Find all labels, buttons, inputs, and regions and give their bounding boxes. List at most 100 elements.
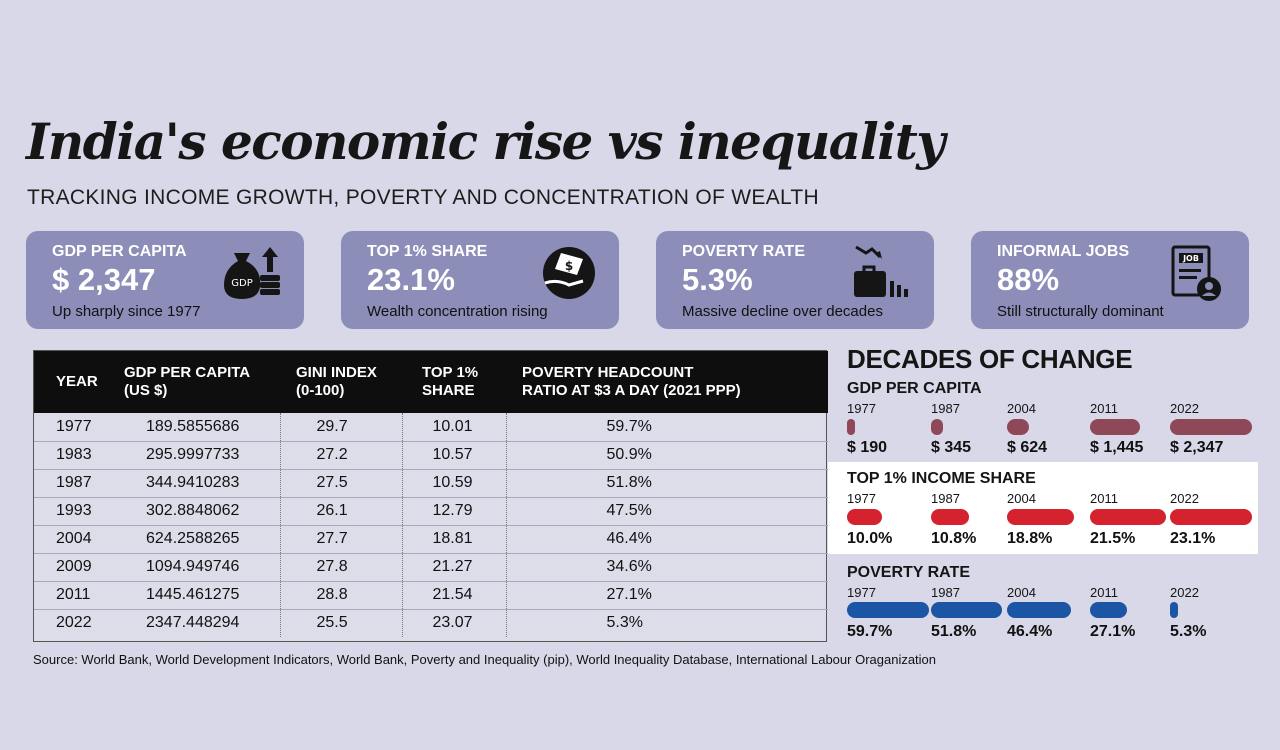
cell-top1-share: 18.81 — [402, 525, 507, 554]
cell-top1-share: 10.01 — [402, 413, 507, 442]
cell-gini-index: 27.2 — [280, 441, 403, 470]
year-label: 2004 — [1007, 401, 1036, 416]
hand-money-icon: $ — [543, 247, 595, 299]
year-label: 1977 — [847, 401, 876, 416]
kpi-note: Wealth concentration rising — [367, 303, 548, 320]
cell-year: 2011 — [34, 581, 112, 610]
briefcase-decline-icon — [854, 245, 908, 297]
bar-2011 — [1090, 509, 1167, 525]
table-row: 2004 624.2588265 27.7 18.81 46.4% — [34, 525, 828, 554]
cell-poverty-ratio: 59.7% — [506, 413, 828, 442]
cell-top1-share: 10.59 — [402, 469, 507, 498]
kpi-label: POVERTY RATE — [682, 243, 805, 260]
cell-top1-share: 12.79 — [402, 497, 507, 526]
kpi-value: 23.1% — [367, 262, 455, 297]
chart-title: DECADES OF CHANGE — [847, 344, 1133, 374]
bar-1977 — [847, 419, 855, 435]
year-label: 1987 — [931, 401, 960, 416]
panel-title: TOP 1% INCOME SHARE — [847, 470, 1036, 487]
data-label: $ 2,347 — [1170, 439, 1224, 456]
year-label: 2004 — [1007, 585, 1036, 600]
source-note: Source: World Bank, World Development In… — [33, 652, 937, 667]
bar-2011 — [1090, 602, 1128, 618]
kpi-value: 5.3% — [682, 262, 753, 297]
kpi-value: 88% — [997, 262, 1060, 297]
table-row: 1983 295.9997733 27.2 10.57 50.9% — [34, 441, 828, 470]
kpi-value: $ 2,347 — [52, 262, 156, 297]
cell-gdp-per-capita: 189.5855686 — [112, 413, 281, 442]
year-label: 2011 — [1090, 401, 1118, 416]
cell-gdp-per-capita: 2347.448294 — [112, 609, 281, 637]
year-label: 1977 — [847, 491, 876, 506]
column-header-gini: GINI INDEX (0-100) — [296, 364, 377, 399]
data-label: $ 190 — [847, 439, 888, 456]
cell-top1-share: 21.27 — [402, 553, 507, 582]
cell-gdp-per-capita: 344.9410283 — [112, 469, 281, 498]
table-row: 1977 189.5855686 29.7 10.01 59.7% — [34, 413, 828, 442]
bar-2022 — [1170, 419, 1252, 435]
data-label: 5.3% — [1170, 623, 1207, 640]
panel-title: GDP PER CAPITA — [847, 380, 982, 397]
cell-year: 2022 — [56, 614, 92, 632]
kpi-label: TOP 1% SHARE — [367, 243, 488, 260]
cell-year: 1987 — [34, 469, 112, 498]
cell-year: 1993 — [34, 497, 112, 526]
cell-top1-share: 23.07 — [402, 609, 507, 637]
cell-gini-index: 26.1 — [280, 497, 403, 526]
year-label: 1977 — [847, 585, 876, 600]
cell-year: 1977 — [34, 413, 112, 442]
kpi-note: Up sharply since 1977 — [52, 303, 201, 320]
svg-text:GDP: GDP — [231, 278, 252, 289]
cell-poverty-ratio: 27.1% — [506, 581, 828, 610]
page-subtitle: TRACKING INCOME GROWTH, POVERTY AND CONC… — [27, 186, 820, 209]
panel-top1-income-share: TOP 1% INCOME SHARE 1977 10.0% 1987 10.8% 200… — [828, 462, 1258, 554]
column-header-poverty: POVERTY HEADCOUNT RATIO AT $3 A DAY (2021… — [522, 364, 741, 399]
cell-gini-index: 25.5 — [280, 609, 403, 637]
year-label: 2004 — [1007, 491, 1036, 506]
year-label: 2022 — [1170, 585, 1199, 600]
data-label: 59.7% — [847, 623, 893, 640]
column-header-gdp: GDP PER CAPITA (US $) — [124, 364, 251, 399]
year-label: 1987 — [931, 491, 960, 506]
cell-top1-share: 10.57 — [402, 441, 507, 470]
table-row: 2011 1445.461275 28.8 21.54 27.1% — [34, 581, 828, 610]
cell-gdp-per-capita: 1094.949746 — [112, 553, 281, 582]
kpi-label: INFORMAL JOBS — [997, 243, 1130, 260]
cell-gini-index: 27.5 — [280, 469, 403, 498]
cell-poverty-ratio: 34.6% — [506, 553, 828, 582]
year-label: 2022 — [1170, 401, 1199, 416]
cell-top1-share: 21.54 — [402, 581, 507, 610]
job-document-icon: JOB — [1171, 245, 1221, 301]
kpi-card-gdp: GDP PER CAPITA $ 2,347 Up sharply since … — [26, 231, 304, 329]
panel-poverty-rate: POVERTY RATE 1977 59.7% 1987 51.8% 2004 46.4% 2… — [828, 560, 1258, 646]
year-label: 1987 — [931, 585, 960, 600]
data-label: $ 345 — [931, 439, 972, 456]
bar-1987 — [931, 419, 944, 435]
bar-1987 — [931, 602, 1003, 618]
kpi-card-poverty: POVERTY RATE 5.3% Massive decline over d… — [656, 231, 934, 329]
kpi-card-informal-jobs: INFORMAL JOBS 88% Still structurally dom… — [971, 231, 1249, 329]
data-label: 51.8% — [931, 623, 977, 640]
cell-gini-index: 27.8 — [280, 553, 403, 582]
cell-gdp-per-capita: 302.8848062 — [112, 497, 281, 526]
data-label: 21.5% — [1090, 530, 1136, 547]
cell-poverty-ratio: 51.8% — [506, 469, 828, 498]
page-title: India's economic rise vs inequality — [26, 112, 945, 171]
year-label: 2011 — [1090, 491, 1118, 506]
year-label: 2011 — [1090, 585, 1118, 600]
cell-gdp-per-capita: 1445.461275 — [112, 581, 281, 610]
cell-gini-index: 29.7 — [280, 413, 403, 442]
cell-year: 1983 — [34, 441, 112, 470]
data-label: $ 624 — [1007, 439, 1048, 456]
svg-text:$: $ — [565, 259, 573, 273]
column-header-top1: TOP 1% SHARE — [422, 364, 479, 399]
data-label: 10.8% — [931, 530, 977, 547]
data-label: 10.0% — [847, 530, 893, 547]
data-label: 27.1% — [1090, 623, 1136, 640]
column-header-year: YEAR — [56, 373, 98, 390]
cell-poverty-ratio: 50.9% — [506, 441, 828, 470]
table-header-row: YEAR GDP PER CAPITA (US $) GINI INDEX (0-1… — [34, 351, 828, 413]
table-row: 1993 302.8848062 26.1 12.79 47.5% — [34, 497, 828, 526]
kpi-label: GDP PER CAPITA — [52, 243, 187, 260]
data-label: 46.4% — [1007, 623, 1053, 640]
